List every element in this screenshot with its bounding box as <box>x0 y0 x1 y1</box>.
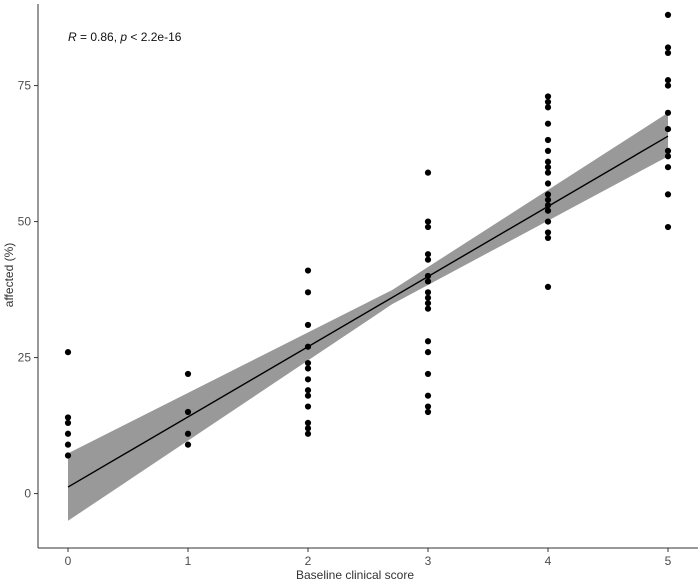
data-point <box>664 44 672 51</box>
data-point <box>544 136 552 144</box>
data-point <box>544 234 552 242</box>
data-point <box>304 321 312 329</box>
p-symbol: p <box>119 30 127 44</box>
data-point <box>664 147 672 154</box>
data-point <box>304 419 312 426</box>
data-point <box>64 419 72 426</box>
data-point <box>304 425 312 432</box>
data-point <box>544 202 552 209</box>
data-point <box>664 191 672 198</box>
data-point <box>544 283 552 290</box>
y-tick-label: 0 <box>24 487 31 501</box>
data-points-layer <box>64 11 672 459</box>
data-point <box>304 392 312 399</box>
data-point <box>424 278 432 285</box>
data-point <box>664 77 672 84</box>
data-point <box>664 82 672 89</box>
data-point <box>184 370 192 378</box>
confidence-band-layer <box>68 112 668 521</box>
data-point <box>424 251 432 258</box>
data-point <box>304 365 312 372</box>
data-point <box>424 218 432 225</box>
data-point <box>544 120 552 127</box>
data-point <box>304 387 312 394</box>
data-point <box>664 49 672 57</box>
axes-layer <box>37 4 698 549</box>
data-point <box>544 169 552 176</box>
x-axis-title: Baseline clinical score <box>296 568 414 582</box>
data-point <box>544 93 552 100</box>
x-tick-label: 2 <box>305 554 312 568</box>
data-point <box>544 180 552 187</box>
data-point <box>544 196 552 203</box>
x-tick-label: 3 <box>425 554 432 568</box>
correlation-annotation: R = 0.86, p < 2.2e-16 <box>68 30 182 44</box>
data-point <box>184 430 192 437</box>
data-point <box>304 376 312 383</box>
data-point <box>544 158 552 165</box>
data-point <box>544 164 552 171</box>
y-tick-label: 75 <box>18 79 32 93</box>
data-point <box>424 392 432 399</box>
data-point <box>64 452 72 459</box>
data-point <box>304 430 312 437</box>
data-point <box>304 403 312 410</box>
y-tick-label: 50 <box>18 215 32 229</box>
x-tick-label: 0 <box>65 554 72 568</box>
data-point <box>304 267 312 274</box>
data-point <box>544 207 552 214</box>
x-tick-label: 5 <box>665 554 672 568</box>
data-point <box>424 272 432 280</box>
data-point <box>664 109 672 116</box>
data-point <box>304 289 312 296</box>
x-tick-label: 1 <box>185 554 192 568</box>
data-point <box>544 191 552 198</box>
data-point <box>664 11 672 18</box>
data-point <box>664 153 672 160</box>
data-point <box>664 126 672 133</box>
r-value-text: = 0.86, <box>77 30 121 44</box>
data-point <box>184 408 192 416</box>
p-value-text: < 2.2e-16 <box>127 30 182 44</box>
confidence-band <box>68 112 668 521</box>
data-point <box>424 300 432 307</box>
data-point <box>64 441 72 448</box>
y-tick-label: 25 <box>18 351 32 365</box>
r-symbol: R <box>68 30 77 44</box>
data-point <box>424 349 432 356</box>
data-point <box>544 104 552 111</box>
data-point <box>304 359 312 367</box>
data-point <box>64 414 72 421</box>
y-axis-title: affected (%) <box>2 243 16 307</box>
data-point <box>664 223 672 231</box>
data-point <box>544 218 552 225</box>
data-point <box>424 256 432 263</box>
fit-line-layer <box>67 135 669 488</box>
data-point <box>544 147 552 154</box>
data-point <box>424 169 432 176</box>
data-point <box>424 408 432 416</box>
x-tick-label: 4 <box>545 554 552 568</box>
regression-line <box>67 135 669 488</box>
data-point <box>664 164 672 171</box>
data-point <box>424 370 432 378</box>
data-point <box>64 349 72 356</box>
data-point <box>424 305 432 312</box>
data-point <box>424 289 432 296</box>
data-point <box>424 294 432 301</box>
data-point <box>184 441 192 448</box>
data-point <box>424 403 432 410</box>
data-point <box>544 229 552 236</box>
data-point <box>304 343 312 350</box>
data-point <box>64 430 72 437</box>
data-point <box>424 223 432 231</box>
data-point <box>424 338 432 345</box>
data-point <box>544 98 552 106</box>
